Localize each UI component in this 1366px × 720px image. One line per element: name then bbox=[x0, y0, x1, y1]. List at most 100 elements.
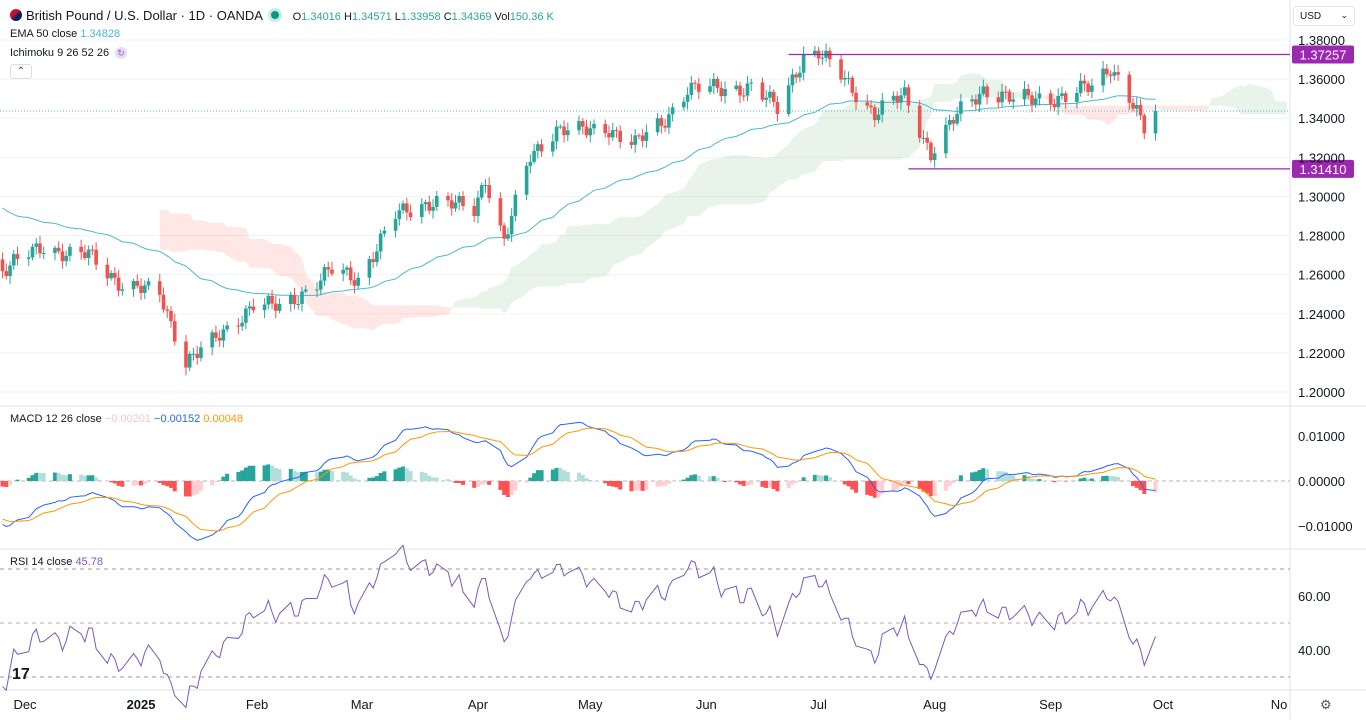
candle-body bbox=[322, 267, 327, 281]
candle-body bbox=[801, 54, 806, 73]
cloud-segment bbox=[893, 101, 898, 160]
candle-body bbox=[210, 332, 214, 348]
candle-body bbox=[1090, 85, 1094, 92]
cloud-segment bbox=[1013, 91, 1025, 99]
macd-histogram-bar bbox=[296, 472, 301, 481]
macd-histogram-bar bbox=[1022, 475, 1027, 481]
candle-body bbox=[902, 87, 907, 96]
macd-histogram-bar bbox=[891, 481, 896, 491]
macd-histogram-bar bbox=[303, 471, 308, 481]
candle-body bbox=[955, 113, 959, 124]
macd-histogram-bar bbox=[925, 481, 930, 494]
cloud-segment bbox=[687, 176, 692, 216]
cloud-segment bbox=[504, 277, 508, 314]
macd-histogram-bar bbox=[801, 477, 806, 481]
price-tick-label: 1.38000 bbox=[1298, 33, 1345, 48]
ema-value: 1.34828 bbox=[80, 28, 121, 40]
macd-histogram-bar bbox=[131, 481, 136, 486]
cloud-segment bbox=[170, 213, 175, 252]
macd-histogram-bar bbox=[1007, 474, 1012, 481]
cloud-segment bbox=[346, 295, 351, 327]
macd-histogram-bar bbox=[850, 481, 855, 490]
candle-body bbox=[1138, 104, 1143, 116]
cloud-segment bbox=[747, 155, 752, 205]
candle-body bbox=[947, 120, 952, 125]
cloud-segment bbox=[848, 102, 853, 160]
macd-signal-line bbox=[2, 427, 1156, 532]
ichimoku-legend[interactable]: Ichimoku 9 26 52 26 ↻ bbox=[10, 47, 128, 59]
macd-legend[interactable]: MACD 12 26 close −0.00201 −0.00152 0.000… bbox=[10, 413, 243, 425]
ema-legend[interactable]: EMA 50 close 1.34828 bbox=[10, 28, 120, 40]
cloud-segment bbox=[972, 73, 976, 99]
macd-histogram-bar bbox=[1134, 481, 1139, 488]
macd-histogram-bar bbox=[393, 469, 398, 481]
cloud-segment bbox=[324, 291, 329, 317]
candle-body bbox=[169, 310, 173, 322]
candle-body bbox=[431, 206, 435, 211]
cloud-segment bbox=[167, 209, 171, 252]
candle-body bbox=[1037, 93, 1042, 99]
cloud-segment bbox=[316, 289, 321, 317]
macd-histogram-bar bbox=[0, 481, 5, 487]
symbol-title[interactable]: British Pound / U.S. Dollar · 1D · OANDA bbox=[26, 8, 263, 23]
currency-select[interactable]: USD ⌄ bbox=[1293, 6, 1355, 26]
cloud-segment bbox=[698, 160, 711, 216]
candle-body bbox=[341, 269, 345, 274]
rsi-legend[interactable]: RSI 14 close 45.78 bbox=[10, 556, 103, 568]
candle-body bbox=[113, 272, 117, 278]
cloud-segment bbox=[579, 225, 583, 284]
candle-body bbox=[221, 329, 226, 341]
macd-histogram-bar bbox=[318, 471, 323, 481]
cloud-segment bbox=[507, 267, 512, 310]
candle-body bbox=[629, 141, 634, 145]
candle-body bbox=[1075, 92, 1079, 102]
candle-body bbox=[270, 295, 274, 304]
macd-histogram-bar bbox=[314, 472, 319, 481]
candle-body bbox=[1078, 80, 1083, 93]
candle-body bbox=[94, 249, 98, 265]
macd-histogram-bar bbox=[902, 481, 907, 484]
macd-histogram-bar bbox=[606, 481, 611, 486]
cloud-segment bbox=[489, 284, 501, 309]
cloud-segment bbox=[425, 305, 430, 318]
tradingview-logo[interactable]: 17 bbox=[12, 666, 30, 683]
macd-histogram-bar bbox=[655, 481, 660, 487]
cloud-segment bbox=[616, 216, 621, 264]
cloud-segment bbox=[1106, 105, 1111, 125]
cloud-segment bbox=[526, 254, 531, 294]
cloud-segment bbox=[373, 305, 377, 331]
macd-histogram-bar bbox=[243, 467, 248, 481]
macd-histogram-bar bbox=[374, 476, 379, 481]
macd-histogram-bar bbox=[292, 470, 297, 481]
candle-body bbox=[4, 271, 9, 277]
settings-gear-icon[interactable]: ⚙ bbox=[1320, 697, 1332, 712]
macd-histogram-bar bbox=[172, 481, 177, 492]
cloud-segment bbox=[960, 73, 973, 99]
candle-body bbox=[528, 161, 533, 166]
gbpusd-flag-icon bbox=[10, 9, 22, 21]
cloud-segment bbox=[215, 222, 220, 253]
cloud-segment bbox=[1185, 105, 1190, 111]
macd-histogram-bar bbox=[1082, 477, 1087, 481]
candle-body bbox=[68, 246, 72, 256]
candle-body bbox=[303, 289, 308, 292]
cloud-segment bbox=[631, 217, 636, 256]
candle-body bbox=[794, 74, 798, 78]
collapse-legend-button[interactable]: ⌃ bbox=[10, 64, 32, 79]
cloud-segment bbox=[1155, 105, 1160, 110]
macd-histogram-bar bbox=[142, 481, 147, 485]
cloud-segment bbox=[934, 83, 946, 103]
chevron-down-icon: ⌄ bbox=[1340, 10, 1348, 20]
candle-body bbox=[367, 259, 372, 278]
macd-histogram-bar bbox=[775, 481, 780, 492]
macd-histogram bbox=[0, 464, 1158, 498]
macd-histogram-bar bbox=[685, 477, 690, 481]
candle-body bbox=[562, 126, 566, 136]
time-axis-label: 2025 bbox=[127, 697, 156, 712]
candle-body bbox=[869, 105, 873, 108]
candles bbox=[0, 43, 1158, 376]
macd-histogram-bar bbox=[577, 472, 582, 481]
candle-body bbox=[921, 137, 926, 139]
cloud-segment bbox=[433, 305, 437, 317]
